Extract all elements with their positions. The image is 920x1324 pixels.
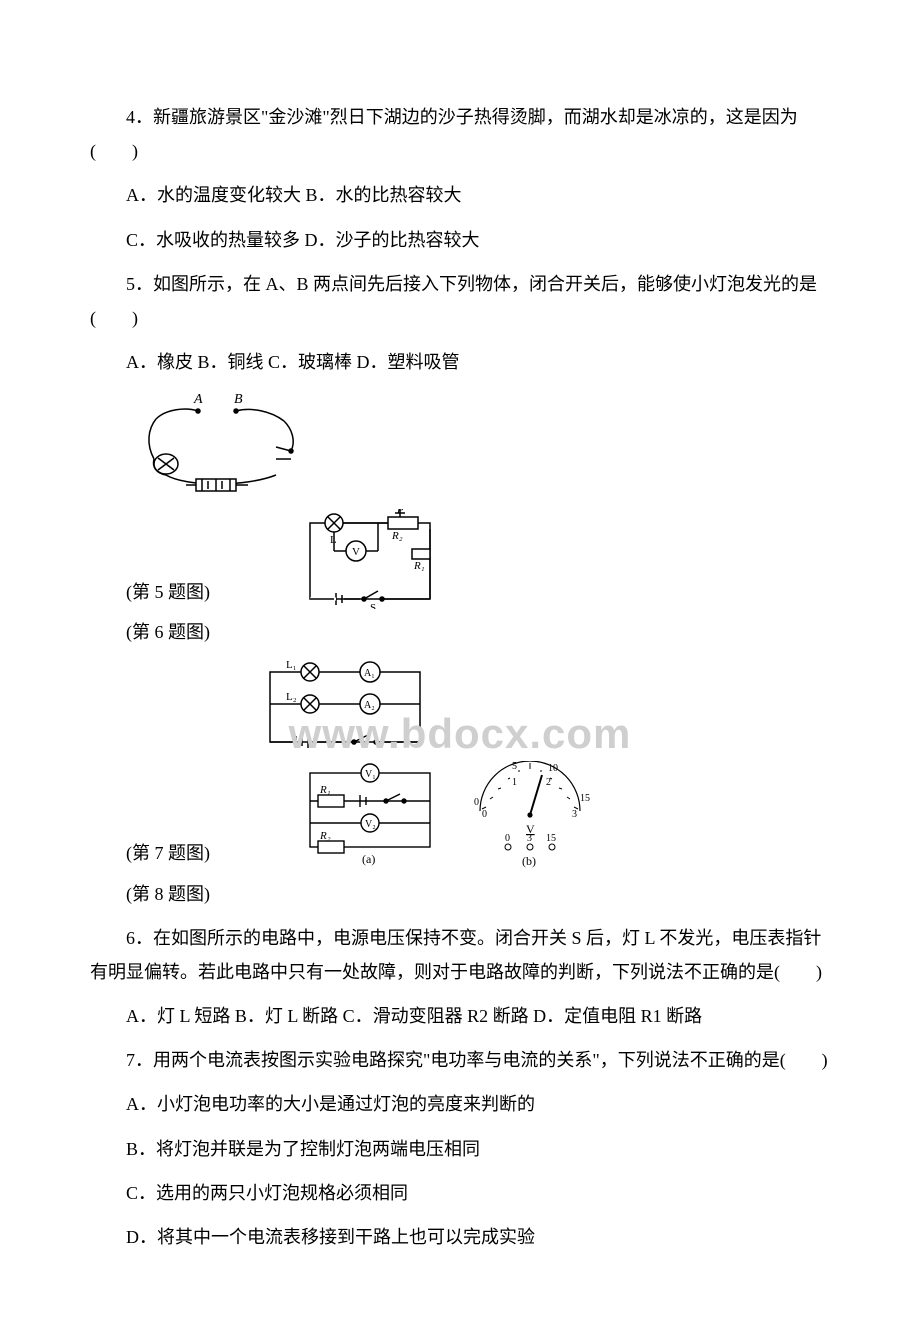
q5-caption-row: (第 5 题图) (90, 509, 830, 609)
q8-label-r2: R₂ (319, 830, 331, 842)
q7-label-l2: L₂ (286, 691, 297, 703)
q6-label-p: P (396, 509, 404, 516)
q7-opt-a: A．小灯泡电功率的大小是通过灯泡的亮度来判断的 (90, 1087, 830, 1121)
q8-dial-top-5: 5 (512, 761, 517, 772)
q8-term-3: 3 (527, 833, 532, 844)
q6-label-s: S (370, 602, 376, 609)
q8-label-v2: V₂ (365, 819, 376, 830)
q8-dial-bot-1: 1 (512, 777, 517, 788)
q8-dial-top-0: 0 (474, 797, 479, 808)
q5-caption: (第 5 题图) (90, 575, 300, 609)
q4-stem: 4．新疆旅游景区"金沙滩"烈日下湖边的沙子热得烫脚，而湖水却是冰凉的，这是因为(… (90, 100, 830, 168)
q6-label-l: L (330, 534, 337, 546)
q7-caption-row: (第 7 题图) (90, 761, 830, 871)
q7-opt-d: D．将其中一个电流表移接到干路上也可以完成实验 (90, 1220, 830, 1254)
q7-label-l1: L₁ (286, 660, 297, 671)
q8-dial-top-10: 10 (548, 763, 558, 774)
q7-circuit-svg: L₁ A₁ L₂ A₂ (260, 660, 430, 755)
q8-term-15: 15 (546, 833, 556, 844)
q6-label-v: V (352, 546, 360, 558)
q7-figure-wrap: L₁ A₁ L₂ A₂ www.bdocx.com (90, 660, 830, 755)
q7-opt-b: B．将灯泡并联是为了控制灯泡两端电压相同 (90, 1132, 830, 1166)
q8-circuit-svg: V₁ V₂ R₁ R₂ (a) (300, 761, 600, 871)
q6-options: A．灯 L 短路 B．灯 L 断路 C．滑动变阻器 R2 断路 D．定值电阻 R… (90, 999, 830, 1033)
q6-label-r2: R₂ (391, 530, 403, 542)
q8-label-v1: V₁ (365, 769, 376, 780)
q8-label-r1: R₁ (319, 784, 331, 796)
q8-dial-bot-0: 0 (482, 809, 487, 820)
q6-figure: L V P R₂ R₁ S (300, 509, 440, 609)
q5-label-a: A (193, 392, 203, 407)
q8-dial-bot-2: 2 (546, 777, 551, 788)
q8-caption: (第 8 题图) (90, 877, 830, 911)
q5-label-b: B (234, 392, 243, 407)
q7-caption: (第 7 题图) (90, 836, 300, 870)
q8-dial-bot-3: 3 (572, 809, 577, 820)
q6-caption: (第 6 题图) (90, 615, 830, 649)
q7-stem: 7．用两个电流表按图示实验电路探究"电功率与电流的关系"，下列说法不正确的是( … (90, 1043, 830, 1077)
q7-label-a1: A₁ (364, 668, 375, 679)
q6-label-r1: R₁ (413, 560, 425, 572)
q4-options-line2: C．水吸收的热量较多 D．沙子的比热容较大 (90, 223, 830, 257)
q5-stem: 5．如图所示，在 A、B 两点间先后接入下列物体，闭合开关后，能够使小灯泡发光的… (90, 267, 830, 335)
q5-circuit-svg: A B (126, 389, 316, 509)
q6-circuit-svg: L V P R₂ R₁ S (300, 509, 440, 609)
page: 4．新疆旅游景区"金沙滩"烈日下湖边的沙子热得烫脚，而湖水却是冰凉的，这是因为(… (0, 0, 920, 1324)
q6-stem: 6．在如图所示的电路中，电源电压保持不变。闭合开关 S 后，灯 L 不发光，电压… (90, 921, 830, 989)
q8-term-0: 0 (505, 833, 510, 844)
q8-figure: V₁ V₂ R₁ R₂ (a) (300, 761, 600, 871)
q4-options-line1: A．水的温度变化较大 B．水的比热容较大 (90, 178, 830, 212)
q8-label-b: (b) (522, 854, 536, 868)
q5-figure: A B (126, 389, 830, 509)
q8-label-a: (a) (362, 852, 375, 866)
q8-dial-top-15: 15 (580, 793, 590, 804)
q7-opt-c: C．选用的两只小灯泡规格必须相同 (90, 1176, 830, 1210)
q7-figure: L₁ A₁ L₂ A₂ (260, 660, 830, 755)
q7-label-a2: A₂ (364, 700, 375, 711)
q5-options: A．橡皮 B．铜线 C．玻璃棒 D．塑料吸管 (90, 345, 830, 379)
